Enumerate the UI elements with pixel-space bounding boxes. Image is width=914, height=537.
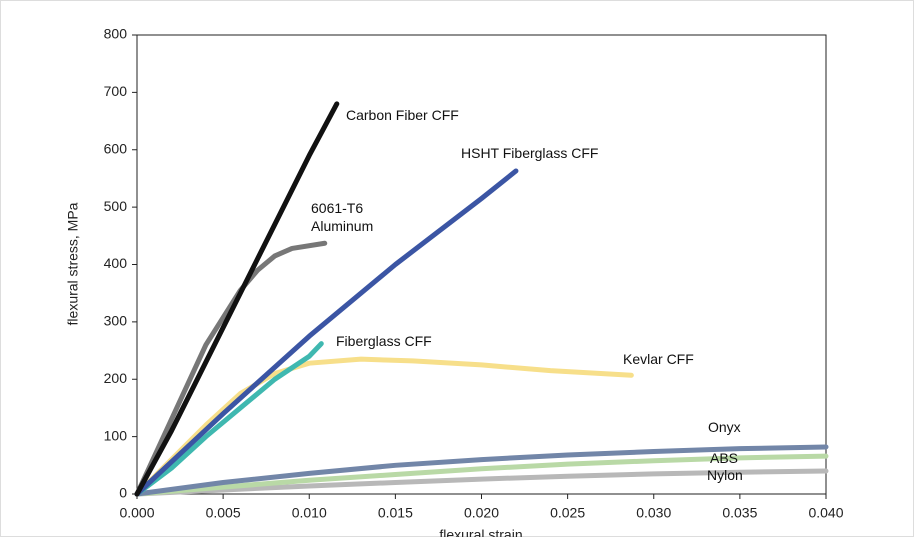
x-tick-label: 0.025	[550, 505, 585, 521]
x-tick-label: 0.040	[808, 505, 843, 521]
series-line	[134, 444, 829, 497]
x-tick-label: 0.015	[378, 505, 413, 521]
y-tick-label: 800	[104, 26, 128, 42]
series-line	[134, 168, 519, 497]
series-label: 6061-T6 Aluminum	[311, 200, 374, 234]
series-line	[134, 101, 340, 497]
series-label: Fiberglass CFF	[336, 333, 432, 349]
x-tick-label: 0.020	[464, 505, 499, 521]
y-tick-label: 600	[104, 140, 128, 156]
x-tick-label: 0.010	[292, 505, 327, 521]
y-tick-label: 200	[104, 370, 128, 386]
series-label: Carbon Fiber CFF	[346, 107, 459, 123]
y-axis-label: flexural stress, MPa	[65, 202, 81, 325]
series-label: Onyx	[708, 419, 741, 435]
series-label: Nylon	[707, 467, 743, 483]
series-line	[134, 468, 829, 497]
x-tick-label: 0.030	[636, 505, 671, 521]
series-line	[134, 453, 829, 497]
y-tick-label: 700	[104, 83, 128, 99]
x-axis-label: flexural strain	[439, 527, 522, 537]
series-label: Kevlar CFF	[623, 351, 694, 367]
series-label: HSHT Fiberglass CFF	[461, 145, 599, 161]
series-line	[134, 356, 634, 497]
y-tick-label: 100	[104, 427, 128, 443]
x-tick-label: 0.000	[119, 505, 154, 521]
y-tick-label: 300	[104, 313, 128, 329]
y-tick-label: 0	[119, 485, 127, 501]
x-tick-label: 0.035	[722, 505, 757, 521]
series-label: ABS	[710, 450, 739, 466]
x-tick-label: 0.005	[206, 505, 241, 521]
series-line	[134, 341, 324, 497]
y-tick-label: 400	[104, 255, 128, 271]
y-tick-label: 500	[104, 198, 128, 214]
